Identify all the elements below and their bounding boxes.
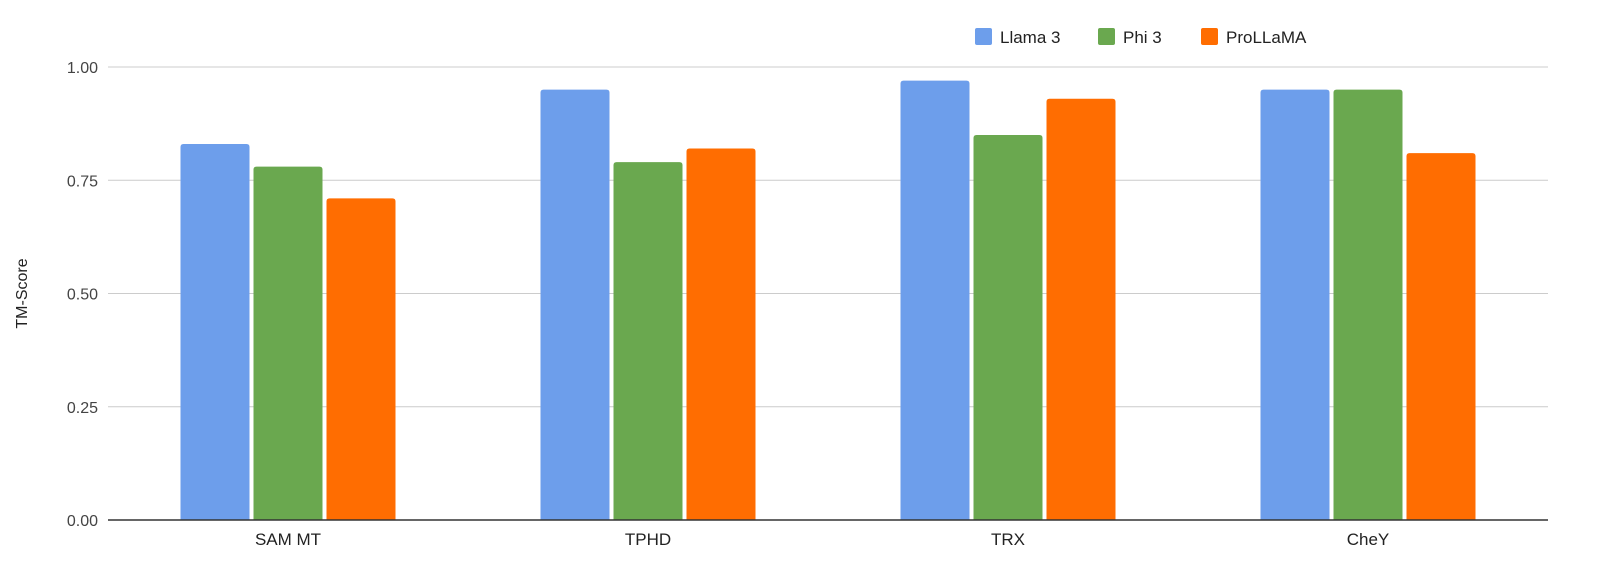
y-tick-label: 1.00: [67, 60, 98, 77]
x-category-label: SAM MT: [255, 530, 321, 549]
bar-phi-3-trx: [973, 134, 1043, 520]
x-category-label: TPHD: [625, 530, 671, 549]
legend-label: ProLLaMA: [1226, 28, 1307, 47]
legend-swatch: [1201, 28, 1218, 45]
bar-prollama-tphd: [686, 148, 756, 521]
bar-llama-3-tphd: [540, 89, 610, 521]
bars: [180, 80, 1476, 521]
legend-swatch: [1098, 28, 1115, 45]
legend: Llama 3 Phi 3 ProLLaMA: [975, 28, 1307, 47]
x-category-label: CheY: [1347, 530, 1390, 549]
y-axis-ticks: 0.00 0.25 0.50 0.75 1.00: [67, 60, 98, 530]
bar-prollama-trx: [1046, 98, 1116, 521]
legend-label: Phi 3: [1123, 28, 1162, 47]
y-tick-label: 0.00: [67, 513, 98, 530]
bar-phi-3-chey: [1333, 89, 1403, 521]
y-tick-label: 0.25: [67, 400, 98, 417]
y-axis-title: TM-Score: [14, 258, 31, 328]
gridlines: [108, 66, 1548, 408]
y-tick-label: 0.50: [67, 287, 98, 304]
bar-llama-3-trx: [900, 80, 970, 520]
legend-label: Llama 3: [1000, 28, 1060, 47]
bar-llama-3-sam-mt: [180, 144, 250, 520]
bar-prollama-chey: [1406, 153, 1476, 520]
bar-phi-3-sam-mt: [253, 166, 323, 520]
y-tick-label: 0.75: [67, 173, 98, 190]
bar-prollama-sam-mt: [326, 198, 396, 520]
x-axis-labels: SAM MT TPHD TRX CheY: [255, 530, 1389, 549]
x-category-label: TRX: [991, 530, 1025, 549]
bar-llama-3-chey: [1260, 89, 1330, 521]
bar-phi-3-tphd: [613, 162, 683, 520]
legend-swatch: [975, 28, 992, 45]
